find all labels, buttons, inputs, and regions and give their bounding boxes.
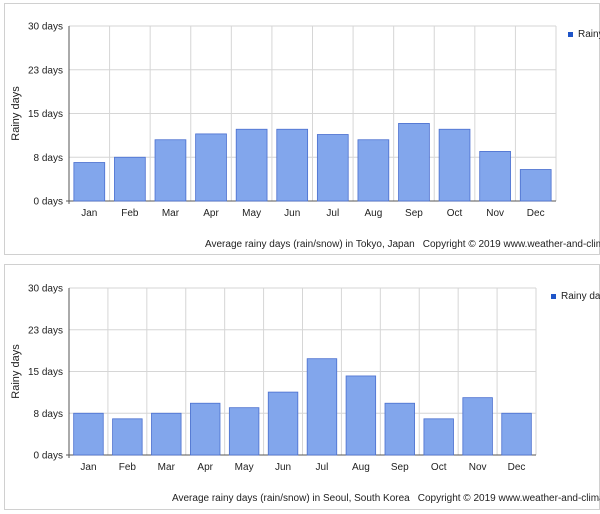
bar-may bbox=[228, 407, 260, 456]
y-tick-label: 0 days bbox=[34, 197, 63, 208]
y-tick-label: 23 days bbox=[28, 325, 63, 336]
bar-jul bbox=[306, 358, 338, 456]
y-tick-label: 8 days bbox=[34, 153, 63, 164]
legend-label: Rainy days bbox=[578, 29, 600, 40]
rainy-days-chart-tokyo: 0 days 8 days 15 days 23 days 30 days Jan Feb M… bbox=[10, 22, 600, 251]
x-tick-label: Feb bbox=[121, 208, 139, 219]
x-tick-label: Nov bbox=[469, 462, 487, 473]
legend-marker bbox=[568, 32, 573, 37]
x-tick-label: Dec bbox=[527, 208, 545, 219]
chart-caption: Average rainy days (rain/snow) in Tokyo,… bbox=[205, 239, 415, 250]
legend-label: Rainy days bbox=[561, 291, 600, 302]
x-tick-label: Oct bbox=[431, 462, 447, 473]
x-tick-label: Apr bbox=[203, 208, 219, 219]
x-tick-label: Jan bbox=[81, 208, 97, 219]
y-tick-label: 0 days bbox=[34, 451, 63, 462]
x-tick-label: Jun bbox=[275, 462, 291, 473]
x-tick-label: Jul bbox=[326, 208, 339, 219]
bar-oct bbox=[423, 418, 454, 456]
bar-apr bbox=[190, 402, 221, 456]
x-tick-label: Jan bbox=[80, 462, 96, 473]
x-tick-label: Oct bbox=[447, 208, 463, 219]
y-tick-label: 23 days bbox=[28, 65, 63, 76]
bar-aug bbox=[357, 139, 390, 202]
bar-oct bbox=[438, 128, 471, 202]
x-tick-label: Nov bbox=[486, 208, 504, 219]
chart-panel-seoul: 0 days 8 days 15 days 23 days 30 days Jan Feb M… bbox=[4, 264, 600, 510]
x-tick-label: Sep bbox=[391, 462, 409, 473]
chart-caption: Average rainy days (rain/snow) in Seoul,… bbox=[172, 493, 410, 504]
y-tick-label: 30 days bbox=[28, 22, 63, 33]
bar-feb bbox=[114, 156, 146, 202]
y-tick-label: 15 days bbox=[28, 109, 63, 120]
y-tick-label: 15 days bbox=[28, 367, 63, 378]
copyright-note: Copyright © 2019 www.weather-and-climate… bbox=[423, 239, 600, 250]
x-tick-label: Mar bbox=[158, 462, 176, 473]
bar-sep bbox=[398, 123, 430, 202]
bar-jan bbox=[73, 412, 104, 456]
bar-mar bbox=[151, 412, 182, 456]
bar-dec bbox=[501, 412, 532, 456]
bar-sep bbox=[384, 402, 415, 456]
y-axis-title: Rainy days bbox=[10, 344, 22, 399]
bar-jul bbox=[316, 134, 349, 202]
bar-dec bbox=[519, 169, 552, 202]
y-tick-label: 30 days bbox=[28, 284, 63, 295]
x-tick-label: Jun bbox=[284, 208, 300, 219]
bar-nov bbox=[479, 151, 511, 202]
copyright-note: Copyright © 2019 www.weather-and-climate… bbox=[418, 493, 600, 504]
bar-jun bbox=[267, 391, 299, 456]
y-tick-label: 8 days bbox=[34, 409, 63, 420]
chart-panel-tokyo: 0 days 8 days 15 days 23 days 30 days Jan Feb M… bbox=[4, 3, 600, 255]
bar-mar bbox=[154, 139, 187, 202]
x-tick-label: Jul bbox=[316, 462, 329, 473]
bar-apr bbox=[195, 133, 227, 202]
rainy-days-chart-seoul: 0 days 8 days 15 days 23 days 30 days Jan Feb M… bbox=[10, 284, 600, 505]
legend-marker bbox=[551, 294, 556, 299]
x-tick-label: May bbox=[235, 462, 254, 473]
x-tick-label: Aug bbox=[364, 208, 382, 219]
x-tick-label: May bbox=[242, 208, 261, 219]
x-tick-label: Feb bbox=[119, 462, 137, 473]
bar-aug bbox=[345, 375, 377, 456]
x-tick-label: Mar bbox=[162, 208, 180, 219]
x-tick-label: Dec bbox=[508, 462, 526, 473]
x-tick-label: Aug bbox=[352, 462, 370, 473]
x-tick-label: Apr bbox=[197, 462, 213, 473]
bar-jan bbox=[73, 162, 106, 202]
bar-nov bbox=[462, 397, 493, 456]
y-axis-title: Rainy days bbox=[10, 86, 22, 141]
bar-jun bbox=[276, 128, 309, 202]
bar-feb bbox=[112, 418, 143, 456]
x-tick-label: Sep bbox=[405, 208, 423, 219]
bar-may bbox=[235, 128, 268, 202]
